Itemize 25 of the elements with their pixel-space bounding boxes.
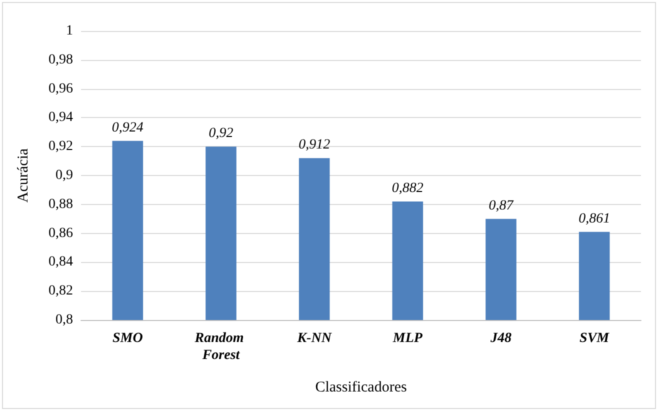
y-tick-label: 0,94 [48, 110, 73, 126]
y-tick-label: 1 [66, 24, 73, 38]
y-tick-label: 0,92 [48, 139, 73, 154]
x-tick-label: K-NN [296, 331, 332, 346]
x-tick-label: MLP [392, 331, 423, 346]
y-tick-label: 0,98 [48, 52, 73, 68]
x-tick-label: SVM [580, 331, 610, 346]
data-label: 0,882 [392, 181, 424, 196]
data-label: 0,912 [298, 138, 330, 153]
data-label: 0,87 [488, 198, 514, 214]
y-tick-label: 0,96 [48, 81, 73, 96]
data-label: 0,861 [578, 211, 610, 226]
data-label: 0,924 [112, 120, 144, 136]
x-tick-label: SMO [112, 331, 143, 346]
y-tick-label: 0,86 [48, 226, 73, 241]
y-axis-title: Acurácia [16, 148, 32, 203]
x-tick-label: J48 [490, 331, 512, 346]
data-label: 0,92 [208, 126, 234, 142]
y-tick-label: 0,88 [48, 196, 73, 212]
y-tick-label: 0,82 [48, 284, 73, 299]
y-tick-label: 0,84 [48, 254, 73, 270]
y-tick-label: 0,8 [56, 312, 73, 328]
y-tick-label: 0,9 [56, 168, 73, 183]
x-tick-label: Random Forest [194, 331, 248, 363]
x-axis-title: Classificadores [315, 380, 407, 396]
